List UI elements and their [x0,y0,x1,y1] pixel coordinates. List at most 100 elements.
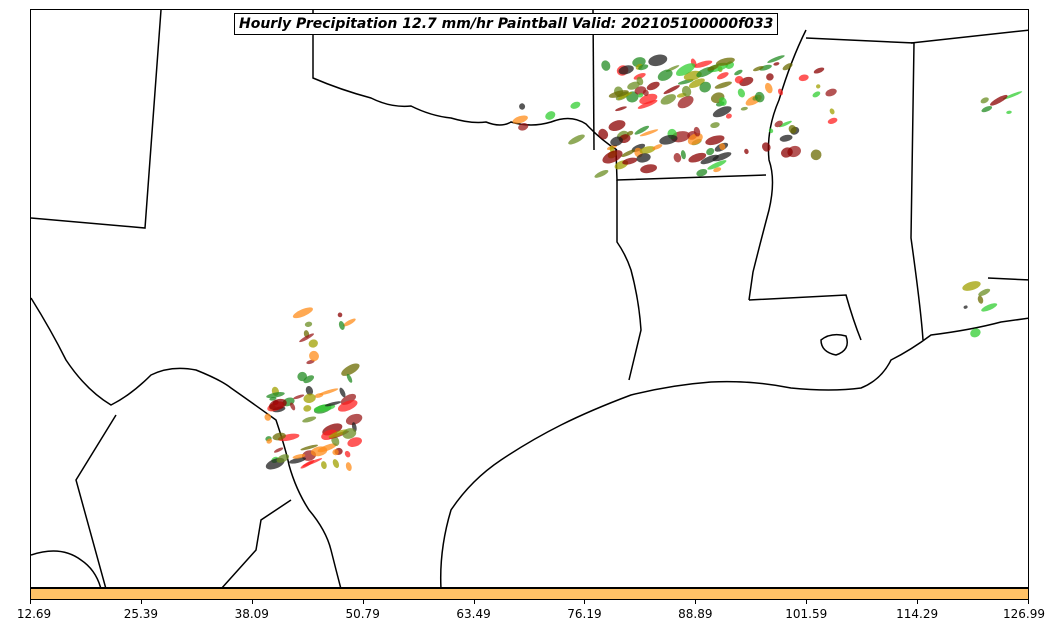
precip-blob [696,168,708,177]
precip-blob [626,130,634,136]
precip-blob [638,93,644,98]
precip-blob [829,108,835,115]
colorbar-tick-mark [806,600,808,604]
precip-blob [639,93,658,105]
precip-blob [266,438,273,444]
precip-blob [767,55,785,63]
precip-blob [337,312,343,318]
colorbar-tick-label: 25.39 [123,607,159,621]
precip-blob [273,447,284,453]
colorbar-tick-label: 38.09 [234,607,269,621]
precip-blob [314,393,324,398]
precip-blob [269,396,277,401]
precip-blob [663,85,680,95]
precip-blob [740,106,748,111]
precip-blob [642,89,649,96]
precip-blob [762,142,771,152]
precip-blob [343,318,356,327]
precip-blob [688,78,705,89]
precip-blob [652,144,663,150]
precip-blob [332,449,339,456]
precip-blob [1006,110,1012,114]
red-river-border [312,10,618,151]
precip-blob [299,333,314,343]
precip-blob [716,72,729,80]
precip-blob [321,461,327,470]
precip-blob [627,81,640,90]
precip-blob [621,149,636,157]
precip-blob [778,120,792,128]
precip-blob [512,115,528,124]
colorbar-tick-mark [473,600,475,604]
precip-blob [768,128,774,134]
precip-blob [744,148,749,155]
precip-blob [981,105,993,113]
precip-blob [782,63,793,71]
rio-grande-border [31,297,342,587]
tennessee-south-border [910,29,1028,44]
precip-blob [345,413,363,425]
precip-blob [705,135,725,146]
precip-blob [302,416,317,423]
precip-blob [602,150,623,164]
precip-blob [977,295,984,304]
precip-blob [713,167,722,173]
precip-blob [339,387,346,398]
precip-blob [601,60,611,71]
precip-blob [615,106,627,112]
precip-blob [980,97,989,104]
precip-blob [725,113,732,119]
precip-blob [657,69,673,81]
colorbar-tick-label: 114.29 [896,607,939,621]
precip-blob [710,122,720,129]
colorbar-tick-label: 88.89 [678,607,713,621]
mexico-state-border-2 [31,550,102,587]
map-canvas [31,10,1028,587]
precip-blob [680,150,686,160]
precip-blob [342,428,357,439]
colorbar [30,588,1029,600]
precip-blob [707,160,727,170]
colorbar-tick-label: 126.99 [1003,607,1045,621]
precip-blob [759,64,772,71]
precip-blob [825,88,837,97]
precip-blob [681,85,692,97]
mississippi-river [748,29,807,301]
precip-blob [706,147,715,156]
precipitation-paintball-layer [264,54,1023,472]
precip-blob [963,305,968,309]
colorbar-tick-mark [1028,600,1029,604]
precip-blob [632,57,646,68]
colorbar-tick-label: 50.79 [345,607,380,621]
florida-border [987,277,1028,281]
precip-blob [269,398,287,411]
precip-blob [324,401,342,407]
precip-blob [788,125,797,134]
precip-blob [277,433,300,442]
precip-blob [827,117,838,125]
precip-blob [810,149,822,161]
precip-blob [699,81,711,93]
precip-blob [990,94,1008,106]
precip-blob [646,81,660,91]
precip-blob [765,82,773,94]
precip-blob [970,328,981,338]
precip-blob [766,73,774,81]
precip-blob [319,388,339,396]
precip-blob [659,134,678,145]
precip-blob [303,375,315,384]
precip-blob [707,64,719,71]
precip-blob [798,74,809,82]
precip-blob [344,450,351,458]
precip-blob [594,169,609,178]
colorbar-tick-mark [917,600,919,604]
colorbar-tick-mark [584,600,586,604]
precip-blob [337,400,358,412]
precip-blob [305,386,314,396]
precip-blob [773,62,780,66]
map-panel [30,9,1029,588]
colorbar-tick-mark [695,600,697,604]
precip-blob [598,128,609,140]
precip-blob [519,103,526,110]
precip-blob [289,402,296,411]
